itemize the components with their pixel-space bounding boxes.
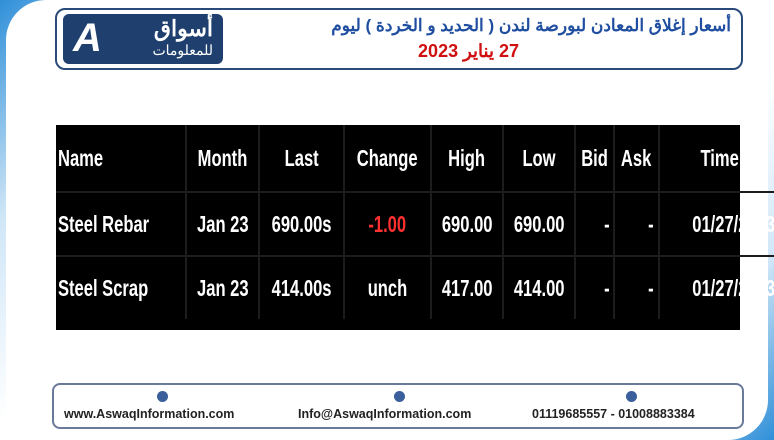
cell: -1.00 [344,191,432,256]
cell: Low [503,125,577,192]
column-header: Last [284,144,319,171]
cell: Name [56,125,187,192]
cell-text: unch [367,274,408,301]
cell-text: 01/27/2023 [691,210,774,237]
cell-text: Jan 23 [196,210,249,237]
column-header: Bid [581,144,609,171]
cell: Time [658,125,774,192]
cell: - [614,255,660,319]
cell-text: 690.00s [271,210,332,237]
phones: 01119685557 - 01008883384 [532,407,695,421]
cell-text: -1.00 [368,210,407,237]
logo-name: أسواق [153,16,213,41]
column-header: Time [700,144,739,171]
table: Name Month Last Change High Low Bid Ask Time Stee… [56,125,774,319]
website: www.AswaqInformation.com [64,407,235,421]
logo-icon: A [73,16,102,60]
cell: Last [259,125,346,192]
cell-text: 01/27/2023 [691,274,774,301]
cell: 417.00 [430,255,505,319]
cell: High [430,125,505,192]
data-row: Steel Rebar Jan 23 690.00s -1.00 690.00 690.0… [56,191,774,256]
date: 27 يناير 2023 [418,41,519,61]
cell: Bid [575,125,616,192]
cell-text: 414.00 [513,274,565,301]
cell-text: - [648,274,654,301]
cell: Steel Rebar [56,191,187,256]
cell-text: 414.00s [271,274,332,301]
header: A أسواق للمعلومات أسعار إغلاق المعادن لب… [55,8,743,70]
cell: Jan 23 [185,191,261,256]
footer: www.AswaqInformation.com Info@AswaqInfor… [52,383,744,429]
cell: 414.00 [503,255,577,319]
cell-text: 690.00 [441,210,493,237]
cell-text: - [648,210,654,237]
logo: A أسواق للمعلومات [63,14,223,64]
logo-subtitle: للمعلومات [152,42,213,58]
cell-text: - [603,210,610,237]
column-header: Low [522,144,556,171]
column-header: Month [197,144,248,171]
title: أسعار إغلاق المعادن لبورصة لندن ( الحديد… [331,16,731,35]
web-icon [157,391,168,402]
cell: Jan 23 [185,255,261,319]
cell-text: Steel Rebar [58,210,150,237]
cell-text: 417.00 [441,274,493,301]
phone-icon [626,391,637,402]
cell: - [575,191,616,256]
cell: - [575,255,616,319]
cell: Steel Scrap [56,255,187,319]
cell-text: Steel Scrap [58,274,149,301]
cell-text: Jan 23 [196,274,249,301]
cell: Change [344,125,432,192]
price-table: Name Month Last Change High Low Bid Ask Time Stee… [56,125,774,330]
cell: 01/27/2023 [658,255,774,319]
cell: 01/27/2023 [658,191,774,256]
mail-icon [394,391,405,402]
cell: 414.00s [259,255,346,319]
data-row: Steel Scrap Jan 23 414.00s unch 417.00 414.00… [56,255,774,319]
header-row: Name Month Last Change High Low Bid Ask Time [56,125,774,192]
email: Info@AswaqInformation.com [298,407,472,421]
cell: Month [185,125,261,192]
column-header: High [448,144,486,171]
column-header: Name [58,144,104,171]
cell: - [614,191,660,256]
column-header: Ask [621,144,652,171]
table-body: Name Month Last Change High Low Bid Ask Time Stee… [56,125,774,319]
cell: 690.00s [259,191,346,256]
column-header: Change [357,144,418,171]
cell: unch [344,255,432,319]
cell: Ask [614,125,660,192]
cell-text: 690.00 [513,210,565,237]
cell: 690.00 [430,191,505,256]
cell: 690.00 [503,191,577,256]
cell-text: - [603,274,610,301]
